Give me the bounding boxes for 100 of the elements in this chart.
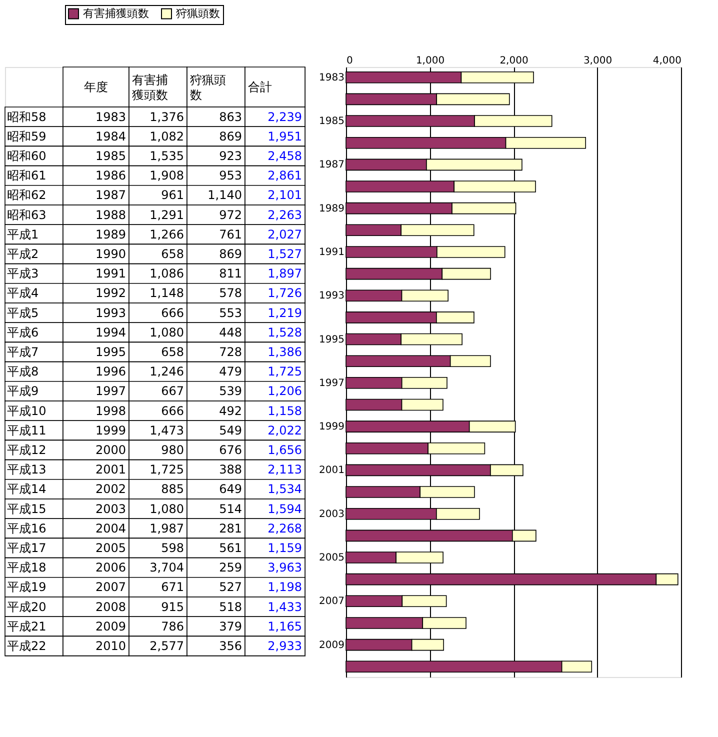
y-tick-label: 平成11 [7, 423, 46, 438]
data-label: 518 [219, 600, 242, 614]
data-label: 2,268 [268, 521, 302, 536]
data-label: 676 [219, 443, 242, 457]
data-label: 1994 [95, 325, 126, 340]
data-label: 2005 [95, 541, 126, 555]
y-tick-label: 平成13 [7, 462, 46, 477]
data-label: 1999 [95, 423, 126, 438]
y-tick-label: 1991 [319, 246, 344, 258]
data-label: 1989 [95, 227, 126, 242]
data-label: 388 [219, 462, 242, 477]
data-label: 666 [161, 306, 184, 320]
data-label: 3,704 [150, 560, 184, 575]
y-tick-label: 1989 [319, 203, 344, 214]
legend-label: 有害捕獲頭数 [83, 6, 149, 20]
data-label: 1996 [95, 364, 126, 379]
y-tick-label: 平成16 [7, 521, 46, 536]
data-label: 1,535 [150, 149, 184, 163]
data-label: 1,080 [150, 325, 184, 340]
data-label: 2004 [95, 521, 126, 536]
data-label: 527 [219, 580, 242, 594]
data-label: 1,908 [150, 168, 184, 183]
data-label: 1990 [95, 247, 126, 261]
data-label: 1,080 [150, 502, 184, 516]
data-label: 1983 [95, 110, 126, 124]
y-tick-label: 平成4 [7, 286, 39, 300]
y-tick-label: 平成1 [7, 227, 39, 242]
data-label: 1,433 [268, 600, 302, 614]
data-label: 1997 [95, 384, 126, 398]
y-tick-label: 1993 [319, 290, 344, 302]
data-label: 1987 [95, 188, 126, 202]
data-label: 2,458 [268, 149, 302, 163]
data-label: 2009 [95, 619, 126, 634]
data-label: 761 [219, 227, 242, 242]
data-label: 649 [219, 482, 242, 496]
data-label: 1,725 [268, 364, 302, 379]
x-tick-label: 狩猟頭数 [190, 73, 226, 102]
y-tick-label: 昭和61 [7, 168, 46, 183]
y-tick-label: 1987 [319, 160, 344, 171]
data-label: 2,263 [268, 208, 302, 222]
y-tick-label: 平成18 [7, 560, 46, 575]
y-tick-label: 平成19 [7, 580, 46, 594]
data-label: 1,725 [150, 462, 184, 477]
y-tick-label: 昭和58 [7, 110, 46, 124]
data-label: 915 [161, 600, 184, 614]
x-tick-label: 1,000 [416, 56, 445, 66]
y-tick-label: 1997 [319, 378, 344, 389]
data-label: 1,291 [150, 208, 184, 222]
data-label: 479 [219, 364, 242, 379]
x-tick-label: 4,000 [652, 56, 682, 66]
y-tick-label: 平成7 [7, 345, 39, 359]
data-label: 671 [161, 580, 184, 594]
data-label: 2,022 [268, 423, 302, 438]
data-label: 1986 [95, 168, 126, 183]
data-label: 2,577 [150, 639, 184, 653]
data-label: 1,165 [268, 619, 302, 634]
y-tick-label: 1985 [319, 116, 344, 128]
y-tick-label: 2009 [319, 640, 344, 651]
data-label: 2,933 [268, 639, 302, 653]
data-label: 2,239 [268, 110, 302, 124]
data-label: 1,198 [268, 580, 302, 594]
data-label: 972 [219, 208, 242, 222]
x-tick-label: 0 [346, 56, 353, 66]
data-label: 1993 [95, 306, 126, 320]
data-label: 1985 [95, 149, 126, 163]
data-label: 1,386 [268, 345, 302, 359]
data-label: 953 [219, 168, 242, 183]
y-tick-label: 2005 [319, 552, 344, 564]
y-tick-label: 平成17 [7, 541, 46, 555]
data-label: 2001 [95, 462, 126, 477]
data-label: 492 [219, 404, 242, 418]
y-tick-label: 昭和60 [7, 149, 46, 163]
data-label: 281 [219, 521, 242, 536]
data-label: 1,951 [268, 129, 302, 144]
data-label: 728 [219, 345, 242, 359]
y-tick-label: 平成9 [7, 384, 39, 398]
y-tick-label: 平成12 [7, 443, 46, 457]
data-label: 259 [219, 560, 242, 575]
data-label: 2,861 [268, 168, 302, 183]
data-label: 1,987 [150, 521, 184, 536]
data-label: 1,656 [268, 443, 302, 457]
y-tick-label: 平成3 [7, 266, 39, 281]
y-tick-label: 1995 [319, 334, 344, 346]
y-tick-label: 平成8 [7, 364, 39, 379]
data-label: 1,594 [268, 502, 302, 516]
x-tick-label: 3,000 [583, 56, 612, 66]
y-tick-label: 昭和63 [7, 208, 46, 222]
y-tick-label: 平成6 [7, 325, 39, 340]
data-label: 1,140 [208, 188, 242, 202]
data-label: 869 [219, 129, 242, 144]
y-tick-label: 平成10 [7, 404, 46, 418]
data-label: 448 [219, 325, 242, 340]
x-tick-label: 合計 [248, 80, 272, 94]
data-label: 1995 [95, 345, 126, 359]
data-label: 1991 [95, 266, 126, 281]
data-label: 1,158 [268, 404, 302, 418]
y-tick-label: 平成2 [7, 247, 39, 261]
data-label: 1984 [95, 129, 126, 144]
data-label: 666 [161, 404, 184, 418]
y-tick-label: 平成15 [7, 502, 46, 516]
